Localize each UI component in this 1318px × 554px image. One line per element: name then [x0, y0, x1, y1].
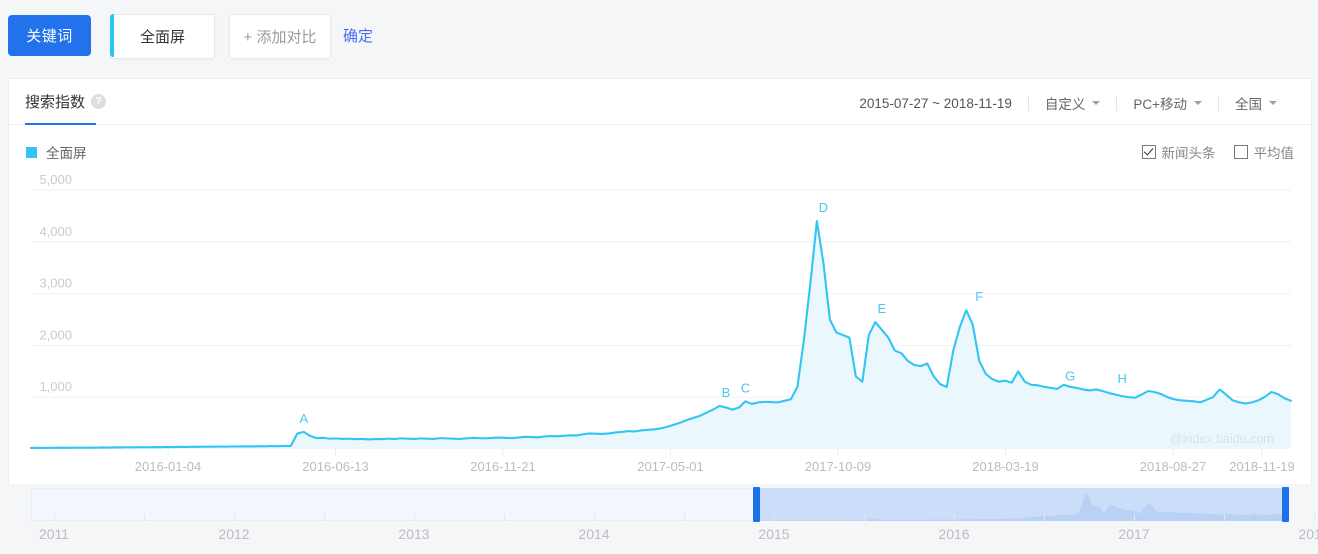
panel-header-controls: 2015-07-27 ~ 2018-11-19 自定义 PC+移动 全国: [859, 93, 1293, 113]
top-toolbar: 关键词 全面屏 + 添加对比 确定: [0, 0, 1318, 72]
timeline-year-2011: 2011: [38, 526, 70, 542]
confirm-link[interactable]: 确定: [343, 28, 374, 45]
checkbox-unchecked-icon: [1233, 145, 1248, 159]
keyword-button[interactable]: 关键词: [8, 15, 91, 56]
chip-accent-bar: [110, 14, 114, 57]
keyword-chip-quanmianping[interactable]: 全面屏: [110, 14, 215, 59]
keyword-chip-label: 全面屏: [139, 29, 185, 46]
tab-search-index[interactable]: 搜索指数 ?: [25, 91, 107, 125]
timeline-tick: [324, 514, 325, 521]
timeline-handle-right[interactable]: [1282, 487, 1289, 522]
chevron-down-icon: [1269, 101, 1277, 105]
timeline-tick: [144, 514, 145, 521]
device-dropdown[interactable]: PC+移动: [1117, 93, 1218, 113]
timeline-year-2012: 2012: [218, 526, 250, 542]
chevron-down-icon: [1092, 101, 1101, 105]
custom-range-dropdown[interactable]: 自定义: [1029, 93, 1117, 113]
divider-3: [1218, 95, 1219, 111]
custom-range-label: 自定义: [1044, 97, 1086, 112]
region-label: 全国: [1235, 97, 1262, 112]
legend-series-label: 全面屏: [46, 146, 87, 161]
chart-legend-toggles: 新闻头条 平均值: [1141, 142, 1295, 162]
timeline-tick: [774, 514, 775, 521]
average-checkbox[interactable]: 平均值: [1233, 142, 1295, 162]
watermark: @index.baidu.com: [1170, 432, 1274, 446]
news-headline-checkbox[interactable]: 新闻头条: [1141, 142, 1216, 162]
search-index-panel: 搜索指数 ? 2015-07-27 ~ 2018-11-19 自定义 PC+移动: [8, 78, 1312, 548]
timeline-handle-left[interactable]: [753, 487, 760, 522]
legend-swatch: [26, 146, 37, 158]
news-headline-label: 新闻头条: [1161, 146, 1216, 161]
timeline-tick: [594, 514, 595, 521]
timeline-year-2018: 2018: [1298, 526, 1318, 542]
panel-header: 搜索指数 ? 2015-07-27 ~ 2018-11-19 自定义 PC+移动: [9, 79, 1311, 125]
timeline-year-2013: 2013: [398, 526, 430, 542]
help-icon[interactable]: ?: [91, 94, 107, 109]
timeline-tick: [234, 514, 235, 521]
add-compare-button[interactable]: + 添加对比: [229, 14, 331, 59]
checkbox-checked-icon: [1141, 145, 1156, 159]
average-label: 平均值: [1253, 146, 1295, 161]
timeline-year-2017: 2017: [1118, 526, 1150, 542]
timeline-year-2016: 2016: [938, 526, 970, 542]
timeline-tick: [1224, 514, 1225, 521]
timeline-tick: [864, 514, 865, 521]
timeline-tick: [1044, 514, 1045, 521]
timeline-tick: [954, 514, 955, 521]
add-compare-label: + 添加对比: [243, 29, 317, 46]
timeline-year-2014: 2014: [578, 526, 610, 542]
date-range-display[interactable]: 2015-07-27 ~ 2018-11-19: [859, 95, 1012, 111]
device-label: PC+移动: [1133, 97, 1187, 112]
timeline-tick: [54, 514, 55, 521]
region-dropdown[interactable]: 全国: [1219, 93, 1293, 113]
timeline-tick: [1134, 514, 1135, 521]
divider-2: [1116, 95, 1118, 111]
divider-1: [1027, 95, 1029, 111]
chart-legend: 全面屏: [26, 142, 87, 162]
timeline-range-slider[interactable]: 2011 2012 2013 2014 2015 2016 2017 2018: [0, 484, 1318, 554]
timeline-tick: [414, 514, 415, 521]
chevron-down-icon: [1194, 101, 1202, 105]
timeline-tick: [684, 514, 685, 521]
tab-active-underline: [25, 123, 96, 125]
timeline-mini-chart: [757, 492, 1285, 521]
timeline-tick: [1314, 514, 1315, 521]
timeline-year-2015: 2015: [758, 526, 790, 542]
timeline-tick: [504, 514, 505, 521]
tab-search-index-label: 搜索指数: [25, 94, 86, 111]
